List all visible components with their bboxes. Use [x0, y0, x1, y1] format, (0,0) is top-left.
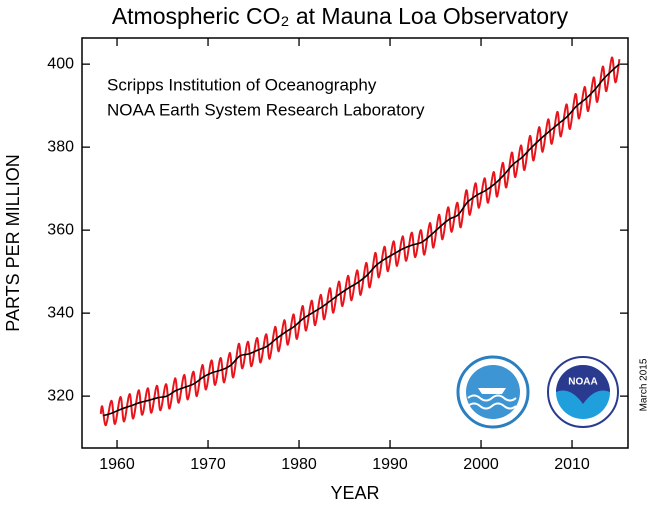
- x-tick-label: 1980: [281, 456, 317, 473]
- date-note: March 2015: [639, 358, 650, 411]
- y-tick-label: 320: [47, 387, 74, 404]
- y-axis-label: PARTS PER MILLION: [3, 154, 23, 331]
- plot-frame: [81, 37, 629, 449]
- x-axis-label: YEAR: [330, 483, 379, 503]
- x-tick-label: 2010: [554, 456, 590, 473]
- y-tick-label: 380: [47, 138, 74, 155]
- noaa-logo: NOAA: [547, 356, 619, 428]
- chart-title: Atmospheric CO₂ at Mauna Loa Observatory: [112, 3, 569, 29]
- logo-label: NOAA: [568, 377, 597, 388]
- x-tick-label: 1970: [190, 456, 226, 473]
- annotation: Scripps Institution of Oceanography: [107, 75, 377, 94]
- annotation: NOAA Earth System Research Laboratory: [107, 100, 425, 119]
- y-tick-label: 340: [47, 304, 74, 321]
- data-line: [103, 63, 620, 417]
- y-tick-label: 360: [47, 221, 74, 238]
- x-tick-label: 1960: [99, 456, 135, 473]
- x-tick-label: 1990: [372, 456, 408, 473]
- x-tick-label: 2000: [463, 456, 499, 473]
- scripps-logo: [456, 355, 530, 429]
- y-tick-label: 400: [47, 55, 74, 72]
